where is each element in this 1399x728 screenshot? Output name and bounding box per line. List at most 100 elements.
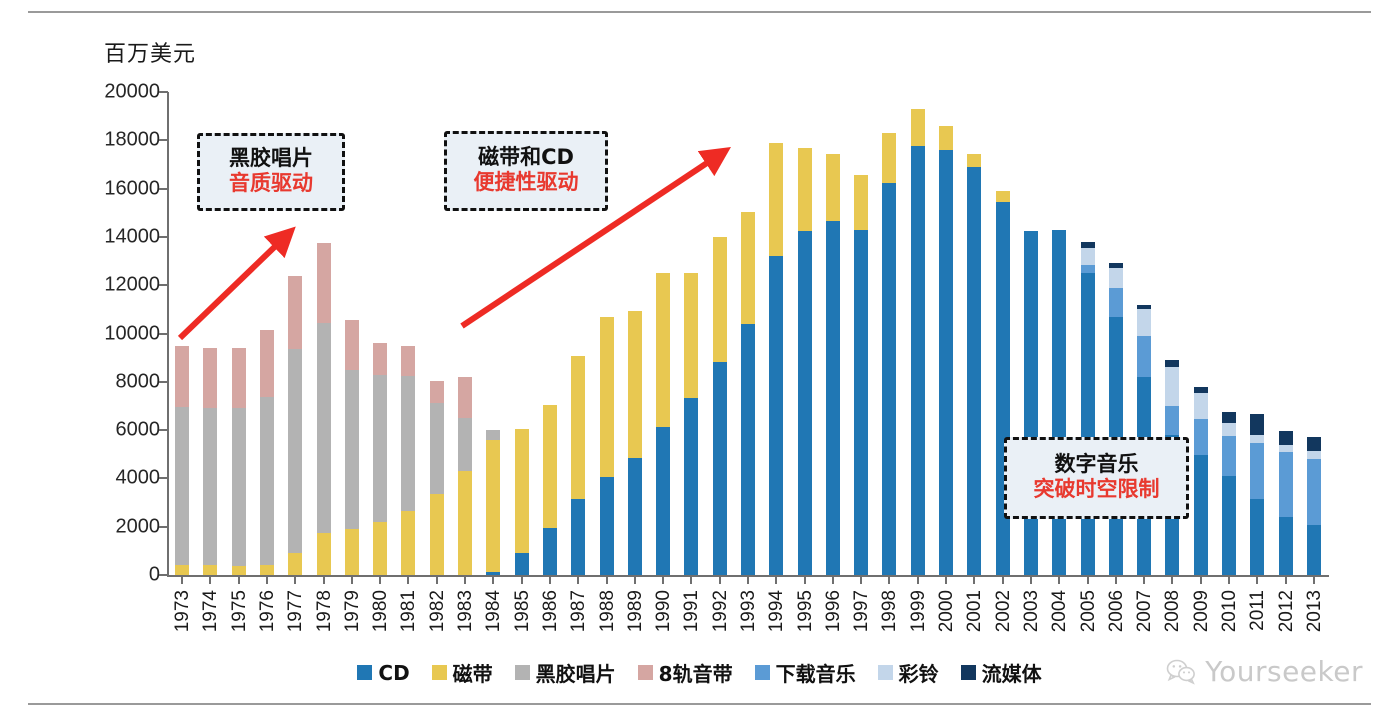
- bar-segment[interactable]: [203, 565, 218, 575]
- bar-segment[interactable]: [882, 133, 897, 183]
- bar-segment[interactable]: [429, 381, 444, 404]
- bar-segment[interactable]: [1080, 273, 1095, 575]
- bar-segment[interactable]: [486, 430, 501, 440]
- bar-segment[interactable]: [571, 356, 586, 500]
- bar-segment[interactable]: [1250, 414, 1265, 435]
- bar-segment[interactable]: [175, 407, 190, 566]
- bar-segment[interactable]: [1023, 230, 1038, 575]
- bar-segment[interactable]: [1108, 263, 1123, 269]
- bar-column[interactable]: [260, 92, 275, 575]
- bar-segment[interactable]: [542, 404, 557, 528]
- bar-segment[interactable]: [1278, 431, 1293, 445]
- bar-segment[interactable]: [344, 320, 359, 370]
- bar-segment[interactable]: [231, 408, 246, 567]
- bar-column[interactable]: [599, 92, 614, 575]
- bar-segment[interactable]: [995, 191, 1010, 202]
- legend-item[interactable]: 流媒体: [960, 658, 1042, 687]
- legend-item[interactable]: 彩铃: [877, 658, 939, 687]
- bar-segment[interactable]: [939, 125, 954, 150]
- bar-segment[interactable]: [373, 375, 388, 522]
- bar-segment[interactable]: [1306, 525, 1321, 575]
- bar-column[interactable]: [571, 92, 586, 575]
- bar-column[interactable]: [910, 92, 925, 575]
- bar-segment[interactable]: [995, 201, 1010, 575]
- bar-segment[interactable]: [514, 428, 529, 554]
- bar-column[interactable]: [712, 92, 727, 575]
- bar-segment[interactable]: [429, 403, 444, 495]
- bar-segment[interactable]: [1221, 436, 1236, 476]
- bar-segment[interactable]: [458, 471, 473, 575]
- bar-segment[interactable]: [712, 236, 727, 363]
- bar-column[interactable]: [1306, 92, 1321, 575]
- bar-column[interactable]: [825, 92, 840, 575]
- legend-item[interactable]: 下载音乐: [754, 658, 856, 687]
- bar-segment[interactable]: [1193, 455, 1208, 575]
- bar-segment[interactable]: [1080, 241, 1095, 248]
- bar-segment[interactable]: [260, 396, 275, 565]
- bar-column[interactable]: [627, 92, 642, 575]
- bar-segment[interactable]: [1306, 459, 1321, 526]
- bar-column[interactable]: [458, 92, 473, 575]
- bar-segment[interactable]: [401, 345, 416, 377]
- bar-segment[interactable]: [712, 362, 727, 575]
- bar-column[interactable]: [882, 92, 897, 575]
- bar-segment[interactable]: [260, 564, 275, 575]
- bar-segment[interactable]: [288, 553, 303, 575]
- bar-segment[interactable]: [401, 511, 416, 575]
- bar-segment[interactable]: [486, 439, 501, 573]
- bar-segment[interactable]: [1165, 405, 1180, 435]
- bar-segment[interactable]: [175, 565, 190, 575]
- bar-segment[interactable]: [825, 221, 840, 575]
- bar-segment[interactable]: [1306, 450, 1321, 460]
- bar-segment[interactable]: [741, 323, 755, 575]
- bar-segment[interactable]: [1250, 498, 1265, 575]
- bar-segment[interactable]: [429, 494, 444, 575]
- bar-segment[interactable]: [684, 273, 699, 399]
- legend-item[interactable]: 黑胶唱片: [514, 658, 616, 687]
- bar-segment[interactable]: [1221, 411, 1236, 423]
- bar-column[interactable]: [373, 92, 388, 575]
- bar-segment[interactable]: [373, 521, 388, 575]
- bar-segment[interactable]: [910, 108, 925, 147]
- bar-column[interactable]: [939, 92, 954, 575]
- bar-segment[interactable]: [1193, 386, 1208, 393]
- bar-segment[interactable]: [1193, 419, 1208, 456]
- bar-segment[interactable]: [203, 408, 218, 566]
- bar-segment[interactable]: [316, 532, 331, 575]
- bar-segment[interactable]: [1165, 367, 1180, 406]
- bar-segment[interactable]: [1080, 264, 1095, 274]
- bar-column[interactable]: [542, 92, 557, 575]
- bar-column[interactable]: [231, 92, 246, 575]
- bar-segment[interactable]: [373, 342, 388, 376]
- bar-column[interactable]: [175, 92, 190, 575]
- bar-segment[interactable]: [486, 572, 501, 575]
- bar-column[interactable]: [769, 92, 784, 575]
- bar-segment[interactable]: [1306, 437, 1321, 451]
- bar-column[interactable]: [797, 92, 812, 575]
- bar-segment[interactable]: [344, 529, 359, 575]
- bar-column[interactable]: [344, 92, 359, 575]
- legend-item[interactable]: 8轨音带: [637, 658, 733, 687]
- bar-segment[interactable]: [458, 418, 473, 472]
- bar-segment[interactable]: [288, 349, 303, 554]
- bar-segment[interactable]: [910, 146, 925, 575]
- bar-segment[interactable]: [1080, 247, 1095, 265]
- bar-segment[interactable]: [1052, 229, 1067, 575]
- bar-segment[interactable]: [1108, 287, 1123, 317]
- bar-segment[interactable]: [825, 153, 840, 222]
- bar-segment[interactable]: [1108, 268, 1123, 288]
- bar-segment[interactable]: [514, 553, 529, 575]
- bar-column[interactable]: [288, 92, 303, 575]
- bar-segment[interactable]: [288, 275, 303, 350]
- bar-segment[interactable]: [627, 458, 642, 575]
- bar-segment[interactable]: [260, 330, 275, 397]
- bar-segment[interactable]: [344, 369, 359, 530]
- bar-segment[interactable]: [684, 398, 699, 575]
- bar-column[interactable]: [741, 92, 755, 575]
- bar-segment[interactable]: [967, 153, 982, 167]
- bar-segment[interactable]: [769, 256, 784, 575]
- bar-segment[interactable]: [175, 345, 190, 408]
- bar-segment[interactable]: [1250, 434, 1265, 444]
- bar-segment[interactable]: [769, 142, 784, 257]
- bar-segment[interactable]: [967, 166, 982, 575]
